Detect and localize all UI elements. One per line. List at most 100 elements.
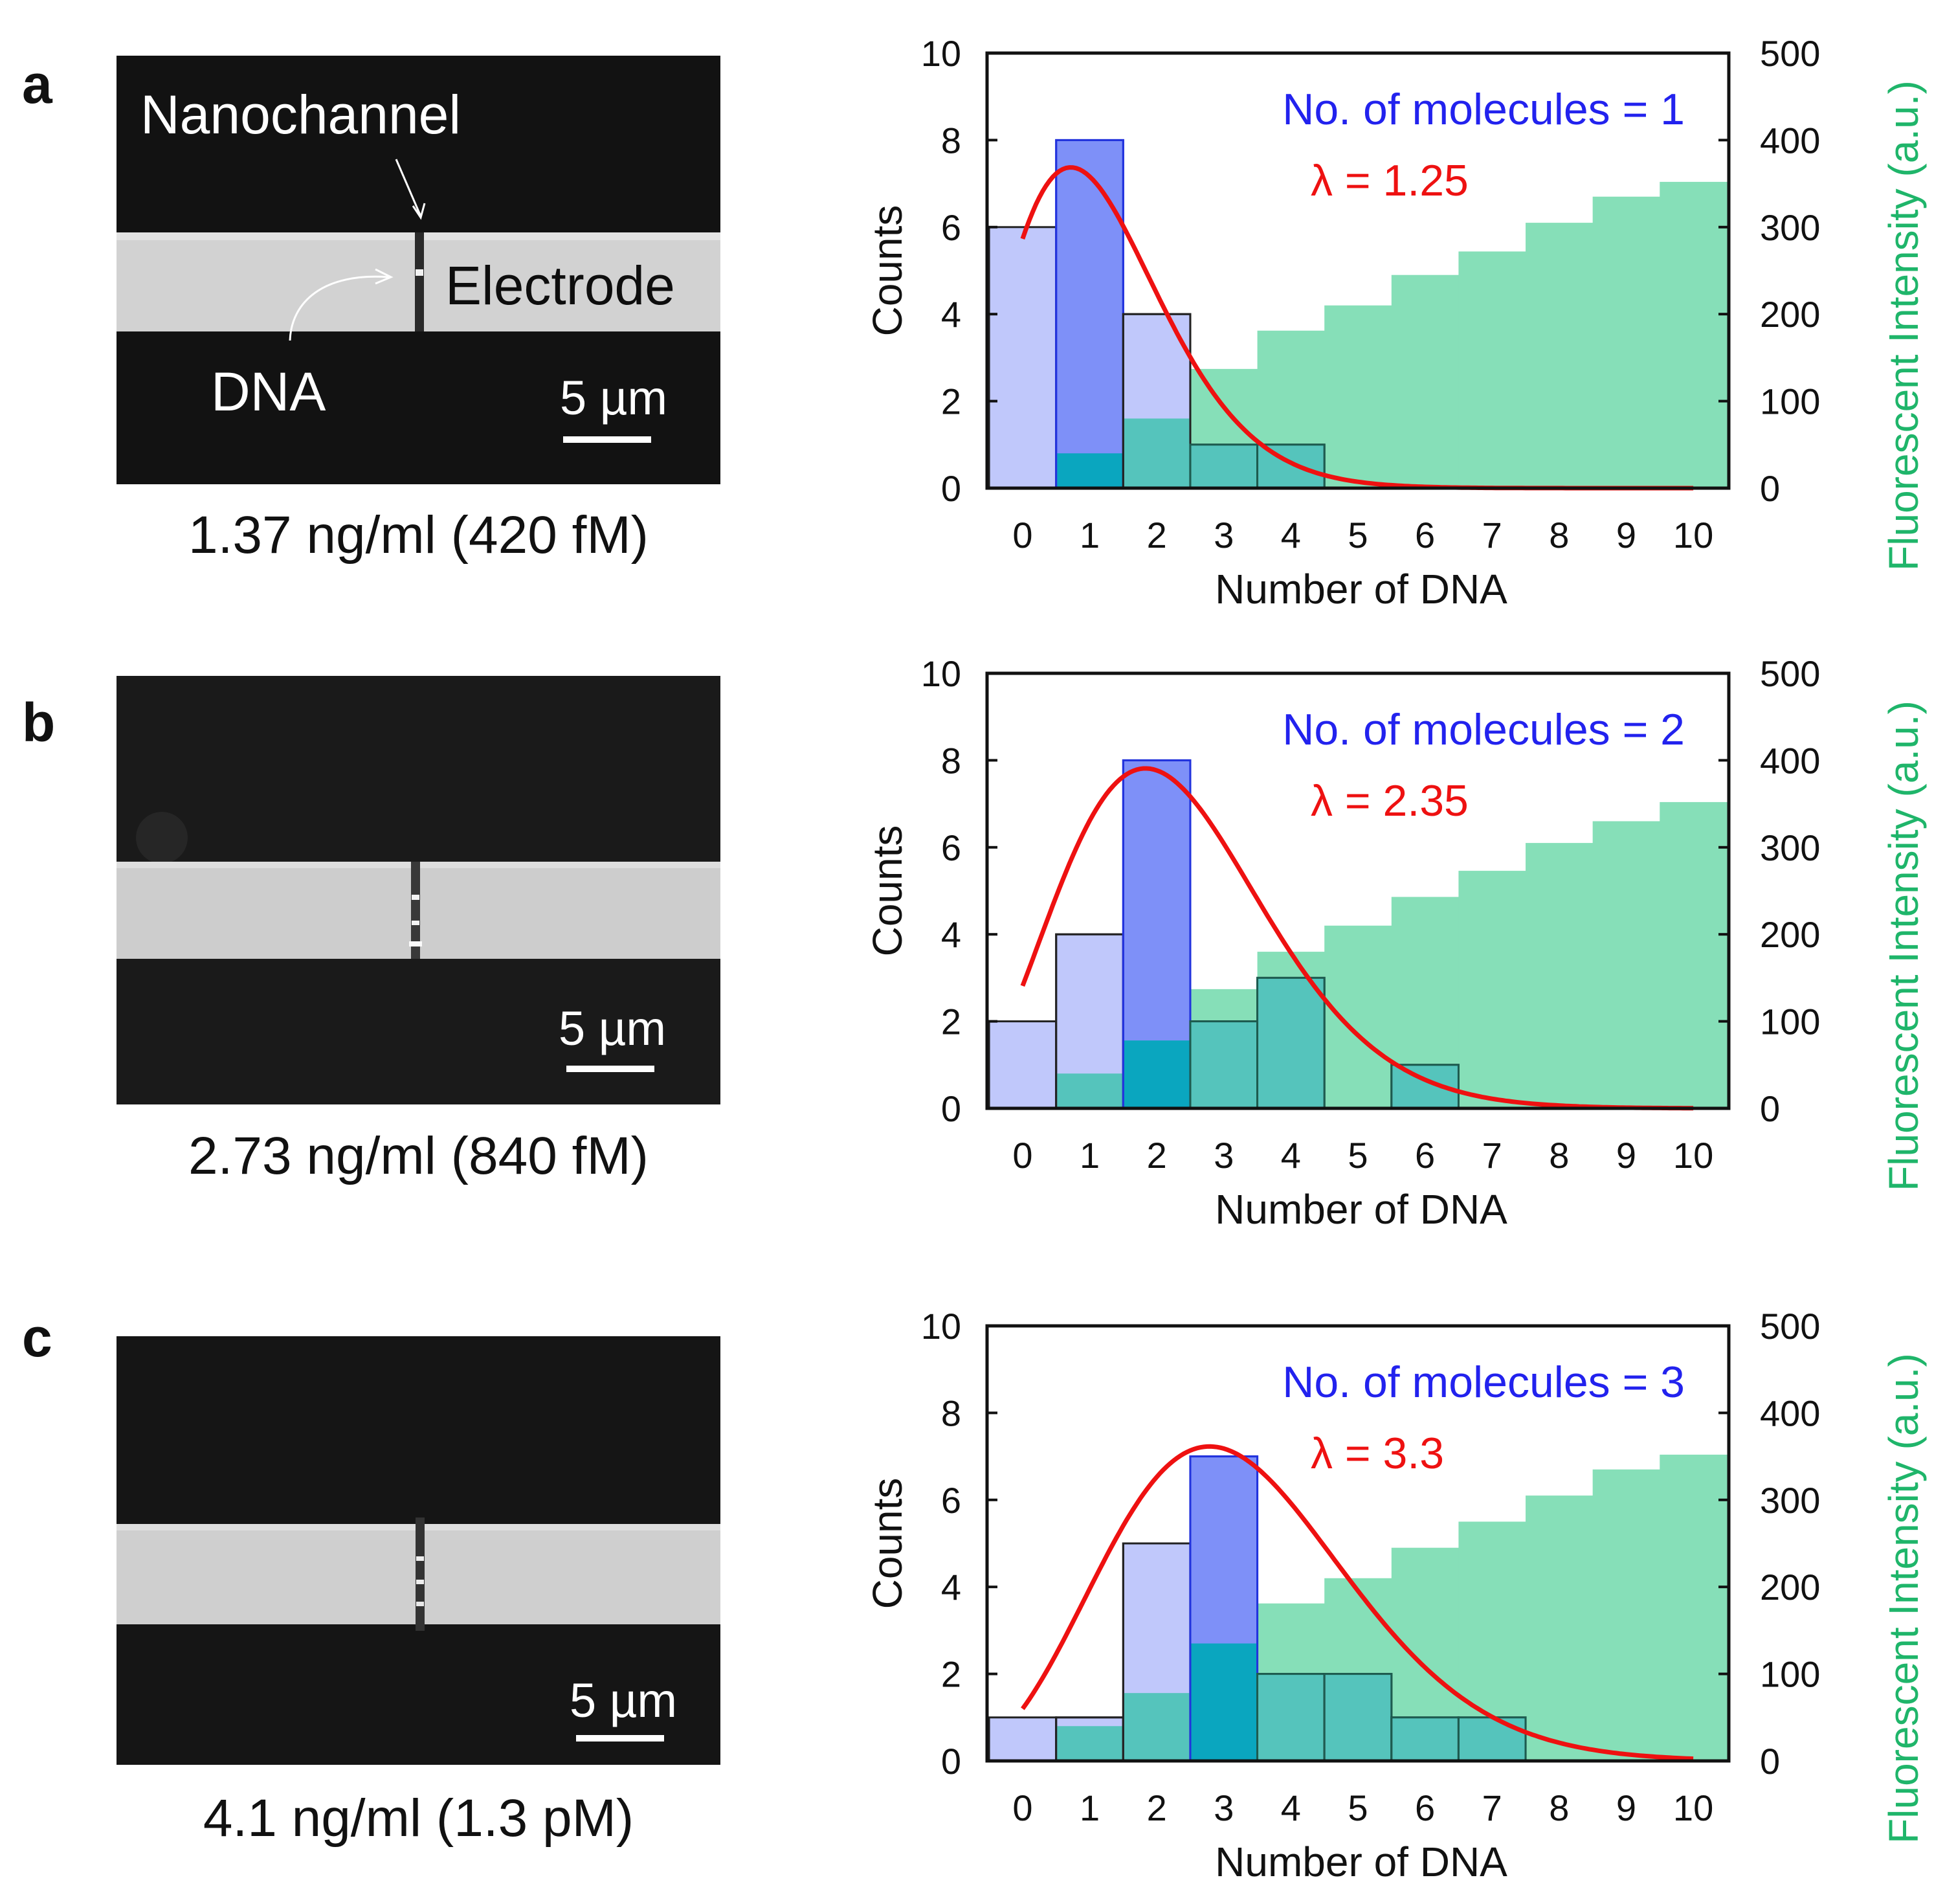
plot-frame: [985, 1324, 1731, 1763]
molecules-annotation: No. of molecules = 1: [1282, 85, 1685, 134]
micrograph-c-image: 5 µm: [117, 1336, 720, 1765]
y-axis-label: Counts: [864, 205, 911, 337]
x-tick-label: 10: [1673, 1787, 1713, 1828]
x-tick-label: 0: [1012, 1135, 1032, 1176]
chart-c: 0 2 4 6 8 10 0 100 200 300 400 500 0 1 2 3 4 5 6 7 8 9 10 Numbe…: [816, 1279, 1956, 1901]
y2-tick-label: 500: [1760, 653, 1820, 694]
y-axis-label: Counts: [864, 1478, 911, 1609]
x-tick-label: 7: [1482, 515, 1502, 555]
y2-tick-label: 300: [1760, 827, 1820, 868]
count-intensity-overlap: [1325, 1674, 1391, 1760]
count-intensity-overlap: [1191, 1021, 1257, 1108]
y-axis-label: Counts: [864, 825, 911, 957]
y-tick-label: 4: [941, 914, 961, 955]
chart-a: 0 2 4 6 8 10 0 100 200 300 400 500 0 1 2 3 4 5 6 7 8 9 10 Numbe…: [816, 6, 1956, 628]
y2-tick-label: 200: [1760, 914, 1820, 955]
y2-tick-label: 200: [1760, 1567, 1820, 1607]
y2-axis-label: Fluorescent Intensity (a.u.): [1880, 80, 1927, 571]
count-intensity-overlap: [1124, 1040, 1190, 1108]
y2-tick-label: 0: [1760, 1741, 1780, 1782]
y2-axis-label: Fluorescent Intensity (a.u.): [1880, 1353, 1927, 1844]
y2-tick-label: 400: [1760, 740, 1820, 781]
y2-tick-label: 100: [1760, 1002, 1820, 1042]
intensity-bar: [1660, 181, 1728, 488]
micrograph-b: 5 µm: [117, 676, 720, 1104]
caption-b: 2.73 ng/ml (840 fM): [188, 1126, 649, 1185]
panel-letter-c: c: [22, 1307, 52, 1368]
y2-tick-label: 500: [1760, 33, 1820, 74]
micrograph-b-image: 5 µm: [117, 676, 720, 1104]
intensity-bar: [1458, 871, 1526, 1108]
plot-frame: [985, 51, 1731, 490]
micrograph-c: 5 µm: [117, 1336, 720, 1765]
scale-bar-label: 5 µm: [559, 1002, 666, 1055]
y-tick-label: 0: [941, 468, 961, 509]
nanochannel-label: Nanochannel: [140, 84, 461, 145]
count-intensity-overlap: [1258, 1674, 1324, 1760]
count-intensity-overlap: [1459, 1717, 1525, 1760]
x-tick-label: 3: [1214, 1135, 1234, 1176]
intensity-bar: [1458, 251, 1526, 488]
count-bar: [988, 1020, 1058, 1110]
dna-label: DNA: [211, 361, 326, 422]
intensity-bar: [1592, 821, 1660, 1108]
scale-bar-label: 5 µm: [560, 371, 667, 425]
poisson-fit-line: [1020, 766, 1694, 1111]
y-tick-label: 8: [941, 740, 961, 781]
electrode-label: Electrode: [445, 255, 675, 316]
y-tick-label: 10: [921, 33, 961, 74]
y2-tick-label: 0: [1760, 1088, 1780, 1129]
y-tick-label: 2: [941, 1002, 961, 1042]
x-tick-label: 2: [1147, 515, 1167, 555]
x-tick-label: 2: [1147, 1135, 1167, 1176]
micrograph-a-image: Nanochannel Electrode DNA 5 µm: [117, 56, 720, 484]
x-tick-label: 10: [1673, 515, 1713, 555]
micrograph-a: Nanochannel Electrode DNA 5 µm: [117, 56, 720, 484]
count-intensity-overlap: [1191, 444, 1257, 487]
x-axis-label: Number of DNA: [1215, 566, 1507, 612]
x-tick-label: 7: [1482, 1787, 1502, 1828]
intensity-bar: [1324, 925, 1392, 1108]
x-tick-label: 6: [1415, 1787, 1435, 1828]
y2-tick-label: 500: [1760, 1306, 1820, 1347]
scale-bar: [566, 1066, 654, 1072]
x-tick-label: 9: [1616, 515, 1636, 555]
intensity-bar: [1660, 801, 1728, 1108]
y-tick-label: 6: [941, 207, 961, 248]
x-tick-label: 8: [1549, 1787, 1569, 1828]
x-tick-label: 1: [1080, 515, 1100, 555]
intensity-bar: [1592, 196, 1660, 488]
y2-tick-label: 400: [1760, 1393, 1820, 1433]
x-tick-label: 4: [1281, 1135, 1301, 1176]
y-tick-label: 4: [941, 294, 961, 335]
intensity-bar: [1592, 1469, 1660, 1761]
y-tick-label: 8: [941, 1393, 961, 1433]
panel-letter-b: b: [22, 692, 56, 753]
x-tick-label: 5: [1348, 1787, 1368, 1828]
y-tick-label: 10: [921, 1306, 961, 1347]
x-tick-label: 5: [1348, 515, 1368, 555]
intensity-bar: [1324, 305, 1392, 488]
count-intensity-overlap: [1258, 978, 1324, 1108]
x-tick-label: 1: [1080, 1787, 1100, 1828]
y2-tick-label: 100: [1760, 1654, 1820, 1695]
count-bar: [988, 226, 1058, 489]
scale-bar-label: 5 µm: [570, 1674, 677, 1727]
x-tick-label: 6: [1415, 515, 1435, 555]
panel-letter-a: a: [22, 54, 52, 115]
x-tick-label: 1: [1080, 1135, 1100, 1176]
y-tick-label: 4: [941, 1567, 961, 1607]
y2-tick-label: 100: [1760, 381, 1820, 422]
y2-tick-label: 300: [1760, 1480, 1820, 1521]
x-axis-label: Number of DNA: [1215, 1839, 1507, 1885]
molecules-annotation: No. of molecules = 3: [1282, 1358, 1685, 1407]
count-intensity-overlap: [1057, 1073, 1122, 1108]
intensity-bar: [1526, 843, 1594, 1108]
y2-tick-label: 200: [1760, 294, 1820, 335]
count-bar: [988, 1716, 1058, 1762]
count-bar-highlight: [1055, 139, 1124, 489]
x-tick-label: 2: [1147, 1787, 1167, 1828]
x-tick-label: 3: [1214, 1787, 1234, 1828]
